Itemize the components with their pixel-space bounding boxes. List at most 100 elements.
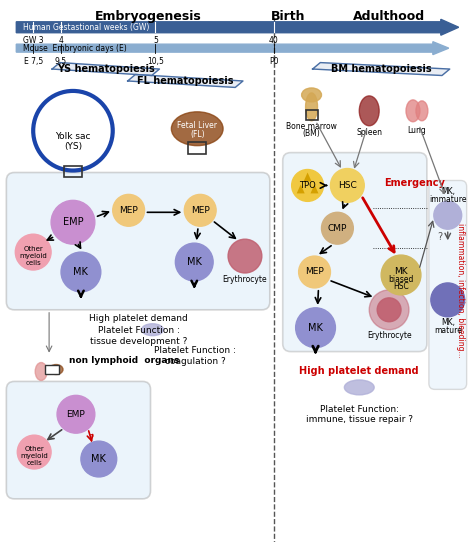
- FancyArrow shape: [16, 20, 459, 35]
- Text: Platelet Function :: Platelet Function :: [155, 345, 236, 355]
- Text: Fetal Liver: Fetal Liver: [177, 121, 217, 130]
- Text: HSC: HSC: [338, 181, 357, 190]
- Circle shape: [377, 298, 401, 322]
- Text: P0: P0: [269, 57, 279, 66]
- Text: coagulation ?: coagulation ?: [165, 357, 226, 365]
- Text: (FL): (FL): [190, 130, 205, 139]
- Text: Yolk sac: Yolk sac: [55, 132, 91, 141]
- Polygon shape: [52, 62, 159, 75]
- Text: 40: 40: [269, 36, 279, 45]
- Ellipse shape: [416, 101, 428, 121]
- Circle shape: [330, 168, 364, 203]
- Ellipse shape: [359, 96, 379, 126]
- Text: Platelet Function:: Platelet Function:: [320, 405, 399, 414]
- Text: FL hematopoiesis: FL hematopoiesis: [137, 76, 234, 86]
- FancyBboxPatch shape: [6, 173, 270, 310]
- FancyBboxPatch shape: [429, 180, 466, 389]
- Polygon shape: [304, 173, 311, 181]
- Text: cells: cells: [25, 260, 41, 266]
- Text: Other: Other: [24, 446, 44, 452]
- Text: Emergency: Emergency: [384, 179, 445, 188]
- Circle shape: [381, 255, 421, 295]
- Text: MK: MK: [187, 257, 202, 267]
- Text: Mouse  Embryonic days (E): Mouse Embryonic days (E): [23, 43, 127, 53]
- Circle shape: [175, 243, 213, 281]
- Text: HSC: HSC: [393, 282, 409, 292]
- Text: immune, tissue repair ?: immune, tissue repair ?: [306, 415, 413, 424]
- Bar: [306, 110, 318, 120]
- Text: Erythrocyte: Erythrocyte: [367, 331, 411, 340]
- Text: biased: biased: [388, 275, 414, 285]
- Text: Embryogenesis: Embryogenesis: [95, 10, 202, 23]
- Circle shape: [296, 308, 336, 348]
- Text: 9,5: 9,5: [55, 57, 67, 66]
- Text: Bone marrow: Bone marrow: [286, 122, 337, 131]
- Text: Birth: Birth: [271, 10, 305, 23]
- Text: 10,5: 10,5: [147, 57, 164, 66]
- Text: MK: MK: [91, 454, 106, 464]
- Text: MK: MK: [394, 268, 408, 276]
- Circle shape: [61, 252, 101, 292]
- Text: (YS): (YS): [64, 142, 82, 151]
- Text: Adulthood: Adulthood: [353, 10, 425, 23]
- Text: MEP: MEP: [191, 206, 210, 215]
- Polygon shape: [297, 185, 305, 193]
- Circle shape: [369, 290, 409, 330]
- Text: ?: ?: [88, 434, 93, 444]
- Text: Spleen: Spleen: [356, 128, 382, 137]
- Text: Lung: Lung: [408, 126, 426, 135]
- Bar: [188, 142, 206, 154]
- Circle shape: [15, 234, 51, 270]
- Text: Platelet Function :: Platelet Function :: [98, 326, 180, 334]
- Text: Erythrocyte: Erythrocyte: [223, 275, 267, 285]
- Polygon shape: [128, 74, 243, 87]
- Text: MK: MK: [73, 267, 88, 277]
- Ellipse shape: [142, 324, 164, 336]
- Text: cells: cells: [27, 460, 42, 466]
- Ellipse shape: [406, 100, 420, 122]
- Circle shape: [81, 441, 117, 477]
- Bar: [45, 364, 59, 375]
- Text: tissue development ?: tissue development ?: [90, 337, 187, 346]
- Ellipse shape: [172, 112, 223, 146]
- Circle shape: [321, 212, 353, 244]
- Text: MK,: MK,: [441, 318, 455, 327]
- Text: MK: MK: [308, 323, 323, 333]
- FancyBboxPatch shape: [283, 153, 427, 351]
- Text: Other: Other: [23, 246, 43, 252]
- Text: inflammation, infection, bleeding...: inflammation, infection, bleeding...: [456, 223, 465, 357]
- FancyArrow shape: [16, 42, 449, 55]
- Text: (BM): (BM): [303, 129, 320, 138]
- Ellipse shape: [345, 380, 374, 395]
- Text: EMP: EMP: [66, 410, 85, 419]
- Text: EMP: EMP: [63, 217, 83, 228]
- Text: High platelet demand: High platelet demand: [300, 365, 419, 376]
- Ellipse shape: [306, 93, 318, 121]
- Text: myeloid: myeloid: [20, 453, 48, 459]
- Ellipse shape: [35, 363, 47, 381]
- Polygon shape: [310, 185, 319, 193]
- Text: non lymphoid  organs: non lymphoid organs: [69, 356, 179, 364]
- Bar: [64, 166, 82, 178]
- Circle shape: [57, 395, 95, 433]
- Circle shape: [51, 200, 95, 244]
- Ellipse shape: [49, 364, 63, 375]
- Text: GW 3: GW 3: [23, 36, 44, 45]
- Text: myeloid: myeloid: [19, 253, 47, 259]
- Text: mature: mature: [434, 326, 462, 335]
- Circle shape: [184, 194, 216, 226]
- Text: CMP: CMP: [328, 224, 347, 233]
- Circle shape: [292, 169, 323, 201]
- Text: ?: ?: [437, 232, 442, 242]
- Text: immature: immature: [429, 195, 466, 204]
- Polygon shape: [312, 62, 450, 75]
- Text: Human Gestastional weeks (GW): Human Gestastional weeks (GW): [23, 23, 150, 31]
- Text: TPO: TPO: [299, 181, 316, 190]
- Text: MK,: MK,: [441, 187, 455, 196]
- Text: BM hematopoiesis: BM hematopoiesis: [331, 64, 431, 74]
- Text: E 7,5: E 7,5: [24, 57, 43, 66]
- Circle shape: [113, 194, 145, 226]
- Text: MEP: MEP: [305, 268, 324, 276]
- Ellipse shape: [301, 88, 321, 102]
- Circle shape: [431, 283, 465, 317]
